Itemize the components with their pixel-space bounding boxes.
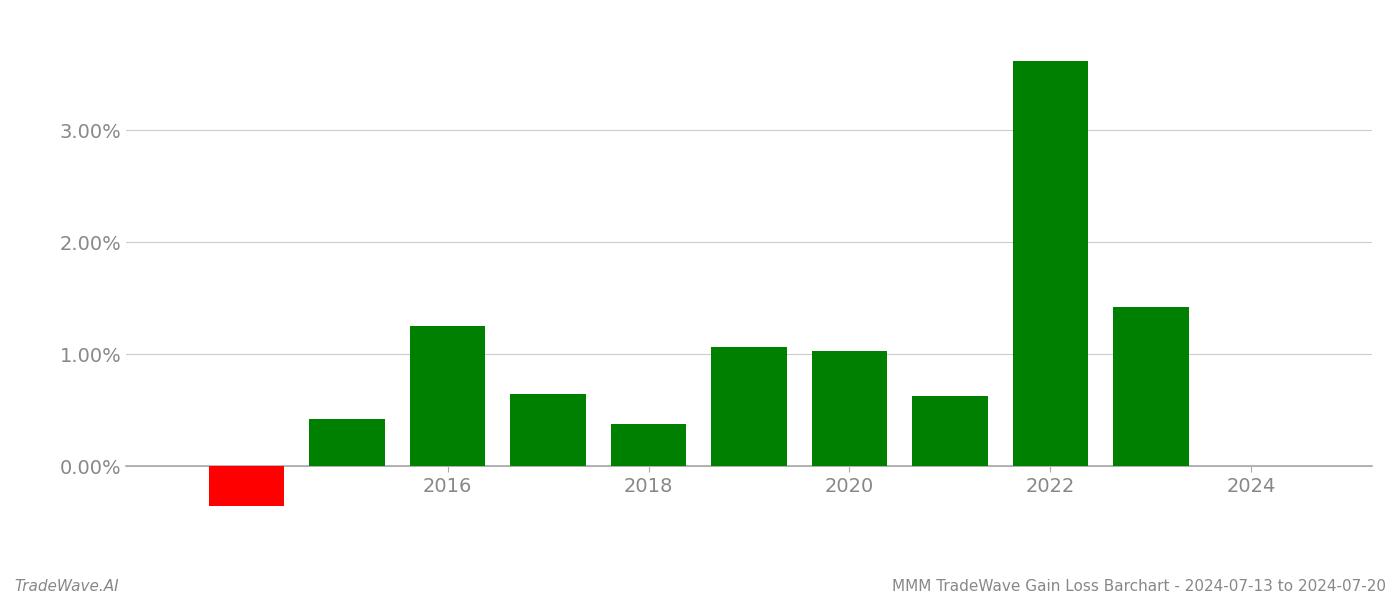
Bar xyxy=(410,326,486,466)
Text: MMM TradeWave Gain Loss Barchart - 2024-07-13 to 2024-07-20: MMM TradeWave Gain Loss Barchart - 2024-… xyxy=(892,579,1386,594)
Bar xyxy=(812,351,888,466)
Bar xyxy=(1113,307,1189,466)
Bar xyxy=(511,394,585,466)
Text: TradeWave.AI: TradeWave.AI xyxy=(14,579,119,594)
Bar xyxy=(711,347,787,466)
Bar xyxy=(209,466,284,506)
Bar xyxy=(309,419,385,466)
Bar xyxy=(610,424,686,466)
Bar xyxy=(913,396,987,466)
Bar xyxy=(1012,61,1088,466)
